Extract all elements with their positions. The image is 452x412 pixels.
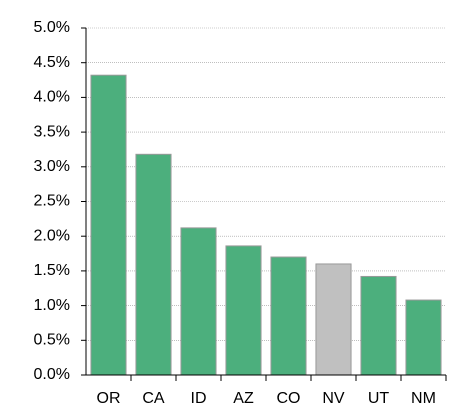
bar (270, 256, 307, 376)
y-tick-label: 3.0% (34, 158, 70, 175)
bar (360, 275, 397, 376)
x-tick-label: CA (142, 390, 165, 407)
x-tick-label: NM (411, 390, 436, 407)
y-tick-label: 0.0% (34, 366, 70, 383)
y-tick-label: 0.5% (34, 332, 70, 349)
x-tick-label: OR (97, 390, 121, 407)
bar (135, 153, 172, 376)
y-tick-label: 1.5% (34, 262, 70, 279)
y-tick-label: 5.0% (34, 19, 70, 36)
x-tick-label: ID (191, 390, 207, 407)
y-tick-label: 4.5% (34, 54, 70, 71)
x-tick-label: NV (322, 390, 345, 407)
bar (90, 74, 127, 376)
x-tick-label: UT (368, 390, 390, 407)
y-tick-label: 2.5% (34, 193, 70, 210)
x-tick-label: AZ (233, 390, 254, 407)
x-tick-label: CO (277, 390, 301, 407)
y-tick-label: 3.5% (34, 123, 70, 140)
bar (225, 245, 262, 376)
y-tick-label: 1.0% (34, 297, 70, 314)
y-tick-label: 4.0% (34, 89, 70, 106)
bar (405, 299, 442, 376)
bar (315, 263, 352, 376)
bar (180, 227, 217, 376)
y-tick-label: 2.0% (34, 227, 70, 244)
